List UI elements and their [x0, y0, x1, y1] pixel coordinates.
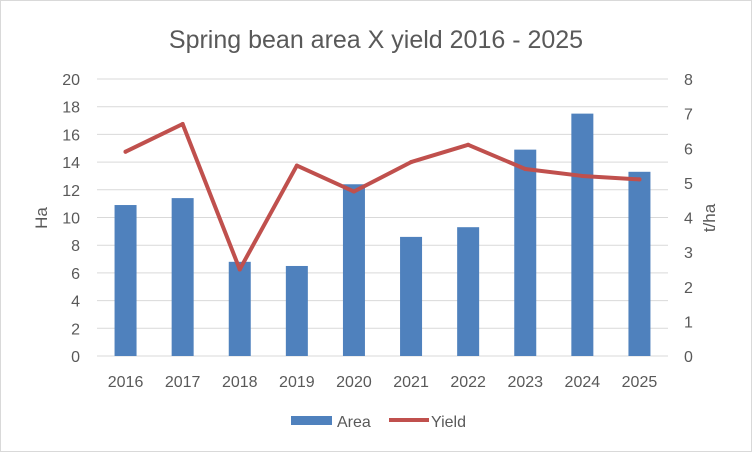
x-tick-label: 2024 — [565, 374, 601, 391]
yield-point-2025 — [637, 177, 642, 182]
right-axis-ticks: 0 1 2 3 4 5 6 7 8 — [684, 72, 693, 366]
legend: Area Yield — [291, 414, 466, 431]
x-tick-label: 2025 — [622, 374, 658, 391]
y2-tick-label: 5 — [684, 176, 693, 193]
y-tick-label: 2 — [71, 321, 80, 338]
left-axis-ticks: 0 2 4 6 8 10 12 14 16 18 20 — [62, 72, 80, 366]
area-bar-2021 — [400, 236, 423, 356]
x-axis-ticks: 2016 2017 2018 2019 2020 2021 2022 2023 2024 2025 — [108, 374, 658, 391]
y-tick-label: 16 — [62, 127, 80, 144]
x-tick-label: 2018 — [222, 374, 258, 391]
y2-tick-label: 0 — [684, 349, 693, 366]
area-bar-2016 — [114, 205, 137, 356]
y2-axis-label: t/ha — [700, 203, 719, 232]
legend-area-label: Area — [337, 414, 371, 431]
y2-tick-label: 4 — [684, 211, 693, 228]
y-tick-label: 18 — [62, 100, 80, 117]
x-tick-label: 2022 — [450, 374, 486, 391]
y2-tick-label: 7 — [684, 107, 693, 124]
y2-tick-label: 2 — [684, 280, 693, 297]
y-axis-label: Ha — [32, 207, 51, 229]
area-bar-2022 — [457, 227, 480, 356]
area-bars — [114, 113, 651, 356]
chart-title: Spring bean area X yield 2016 - 2025 — [169, 26, 583, 54]
area-bar-2018 — [228, 261, 251, 356]
y-tick-label: 20 — [62, 72, 80, 89]
area-bar-2025 — [628, 171, 651, 356]
area-bar-2019 — [285, 265, 308, 356]
area-bar-2023 — [514, 149, 537, 356]
yield-line-group — [123, 122, 642, 272]
yield-point-2019 — [294, 163, 299, 168]
y2-tick-label: 3 — [684, 245, 693, 262]
x-tick-label: 2019 — [279, 374, 315, 391]
y-tick-label: 8 — [71, 238, 80, 255]
yield-point-2016 — [123, 149, 128, 154]
y-tick-label: 10 — [62, 211, 80, 228]
yield-point-2018 — [237, 267, 242, 272]
legend-area-swatch — [291, 416, 332, 425]
yield-line — [123, 122, 642, 272]
x-tick-label: 2021 — [393, 374, 429, 391]
y2-tick-label: 6 — [684, 141, 693, 158]
y-tick-label: 12 — [62, 183, 80, 200]
yield-point-2021 — [409, 160, 414, 165]
x-tick-label: 2023 — [507, 374, 543, 391]
legend-yield-label: Yield — [431, 414, 466, 431]
x-tick-label: 2017 — [165, 374, 201, 391]
area-bar-2017 — [171, 198, 194, 356]
x-tick-label: 2020 — [336, 374, 372, 391]
x-tick-label: 2016 — [108, 374, 144, 391]
y-tick-label: 4 — [71, 294, 80, 311]
yield-point-2022 — [466, 142, 471, 147]
y-tick-label: 14 — [62, 155, 80, 172]
y2-tick-label: 1 — [684, 314, 693, 331]
yield-point-2017 — [180, 122, 185, 127]
y-tick-label: 0 — [71, 349, 80, 366]
area-bar-2020 — [342, 184, 365, 356]
yield-point-2024 — [580, 173, 585, 178]
area-bar-2024 — [571, 113, 594, 356]
y2-tick-label: 8 — [684, 72, 693, 89]
yield-point-2020 — [351, 189, 356, 194]
yield-point-2023 — [523, 167, 528, 172]
y-tick-label: 6 — [71, 266, 80, 283]
